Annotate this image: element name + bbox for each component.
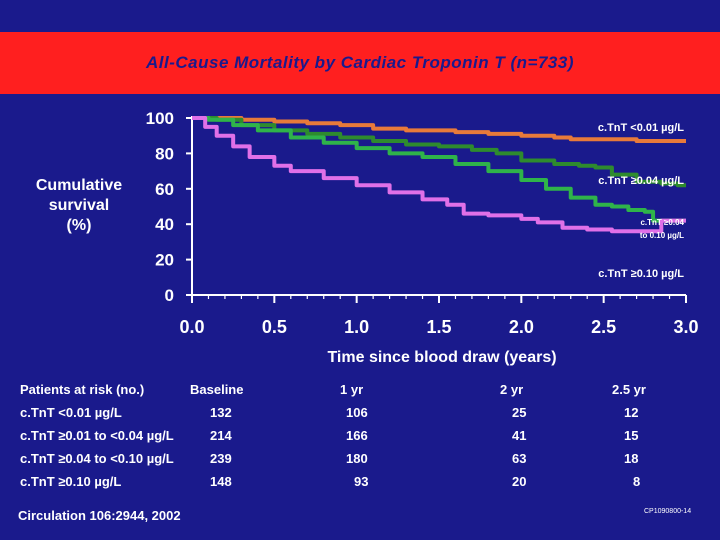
risk-row-baseline: 132 [210, 405, 232, 420]
x-axis-label: Time since blood draw (years) [327, 349, 556, 366]
risk-row-1yr: 180 [346, 451, 368, 466]
series-label: to 0.10 µg/L [640, 231, 684, 240]
y-tick-label: 60 [155, 180, 174, 199]
risk-header-2yr: 2 yr [500, 382, 524, 397]
series-label: c.TnT ≥0.04 [640, 218, 684, 227]
survival-chart: 100 80 60 40 20 0 0.0 0.5 1.0 1.5 2.0 2.5 3.0 Time si… [146, 109, 699, 366]
y-tick-label: 20 [155, 251, 174, 270]
risk-row-label: c.TnT ≥0.04 to <0.10 µg/L [20, 451, 174, 466]
risk-row-2-5yr: 8 [633, 474, 641, 489]
risk-row-2yr: 63 [512, 451, 527, 466]
x-tick-label: 0.5 [262, 317, 287, 337]
risk-row-baseline: 214 [210, 428, 232, 443]
x-tick-label: 1.0 [344, 317, 369, 337]
risk-header-2-5yr: 2.5 yr [612, 382, 646, 397]
risk-row-baseline: 148 [210, 474, 232, 489]
series-label: c.TnT ≥0.10 µg/L [598, 268, 684, 280]
slide-title: All-Cause Mortality by Cardiac Troponin … [145, 53, 574, 72]
citation: Circulation 106:2944, 2002 [18, 508, 181, 523]
series-label: c.TnT ≥0.04 µg/L [598, 175, 684, 187]
x-tick-label: 2.5 [591, 317, 616, 337]
y-axis-label-line: survival [48, 197, 110, 214]
risk-row-1yr: 106 [346, 405, 368, 420]
series-line [192, 116, 686, 144]
series-line [192, 116, 686, 234]
y-tick-label: 100 [146, 109, 174, 128]
risk-row-1yr: 93 [354, 474, 369, 489]
series-label: c.TnT <0.01 µg/L [598, 122, 684, 134]
x-tick-label: 1.5 [426, 317, 451, 337]
y-axis-label-line: Cumulative [35, 177, 123, 194]
risk-row-2yr: 25 [512, 405, 527, 420]
y-axis-label-line: (%) [66, 217, 92, 234]
risk-row-2-5yr: 15 [624, 428, 639, 443]
risk-row-baseline: 239 [210, 451, 232, 466]
chart-axes: 100 80 60 40 20 0 0.0 0.5 1.0 1.5 2.0 2.5 3.0 Time si… [146, 109, 699, 366]
risk-row-2-5yr: 18 [624, 451, 639, 466]
risk-row-1yr: 166 [346, 428, 368, 443]
slide-code: CP1090800-14 [644, 508, 692, 515]
risk-row-2yr: 41 [512, 428, 527, 443]
risk-header-1yr: 1 yr [340, 382, 364, 397]
risk-row-label: c.TnT ≥0.10 µg/L [20, 474, 122, 489]
risk-header-baseline: Baseline [190, 382, 244, 397]
chart-series [192, 116, 686, 234]
x-tick-label: 0.0 [179, 317, 204, 337]
title-band: All-Cause Mortality by Cardiac Troponin … [0, 32, 720, 94]
x-tick-label: 2.0 [509, 317, 534, 337]
x-tick-label: 3.0 [673, 317, 698, 337]
y-tick-label: 80 [155, 144, 174, 163]
y-tick-label: 40 [155, 215, 174, 234]
series-line [192, 116, 686, 223]
risk-row-2-5yr: 12 [624, 405, 639, 420]
risk-row-2yr: 20 [512, 474, 527, 489]
chart-series-labels: c.TnT <0.01 µg/L c.TnT ≥0.04 µg/L c.TnT ≥0… [598, 122, 685, 280]
y-tick-label: 0 [165, 286, 174, 305]
risk-header-label: Patients at risk (no.) [20, 382, 145, 397]
risk-row-label: c.TnT <0.01 µg/L [20, 405, 122, 420]
y-axis-label: Cumulative survival (%) [18, 176, 140, 236]
risk-row-label: c.TnT ≥0.01 to <0.04 µg/L [20, 428, 174, 443]
